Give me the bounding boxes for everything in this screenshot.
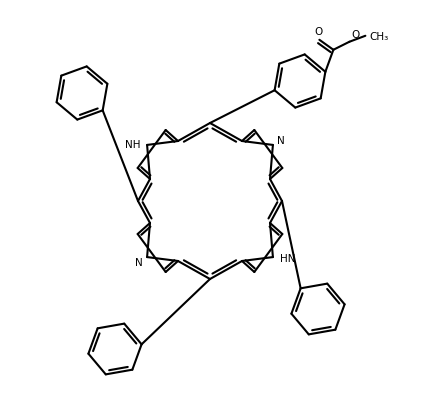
Text: N: N — [135, 257, 143, 267]
Text: HN: HN — [280, 253, 296, 263]
Text: NH: NH — [125, 140, 140, 150]
Text: O: O — [314, 27, 323, 36]
Text: CH₃: CH₃ — [369, 32, 389, 42]
Text: O: O — [351, 30, 360, 40]
Text: N: N — [277, 136, 285, 146]
